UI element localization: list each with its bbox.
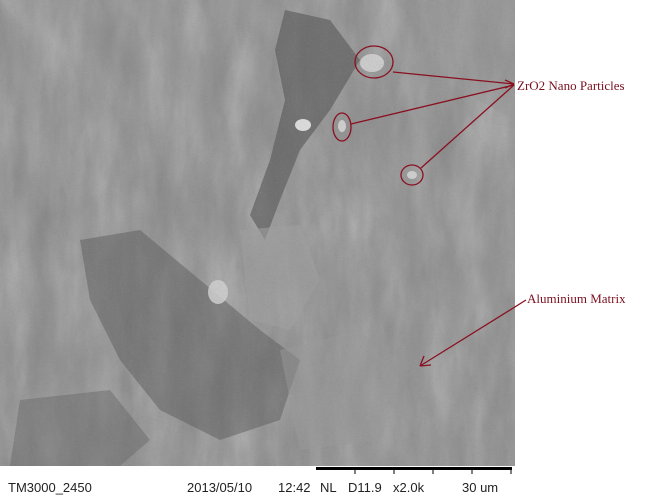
annotation-label: ZrO2 Nano Particles: [517, 78, 625, 93]
scale-label: 30 um: [462, 480, 498, 495]
instrument-id: TM3000_2450: [8, 480, 92, 495]
working-distance: D11.9: [348, 480, 382, 495]
sem-image: [0, 0, 515, 466]
date: 2013/05/10: [187, 480, 252, 495]
annotation-label: Aluminium Matrix: [527, 291, 626, 306]
time: 12:42: [278, 480, 311, 495]
figure: ZrO2 Nano Particles Aluminium Matrix TM3…: [0, 0, 665, 498]
mode: NL: [320, 480, 337, 495]
footer: TM3000_2450 2013/05/10 12:42 NL D11.9 x2…: [8, 467, 512, 495]
page: ZrO2 Nano Particles Aluminium Matrix TM3…: [0, 0, 665, 498]
scale-ticks: [355, 470, 511, 474]
scale-bar: [316, 467, 512, 470]
magnification: x2.0k: [393, 480, 425, 495]
